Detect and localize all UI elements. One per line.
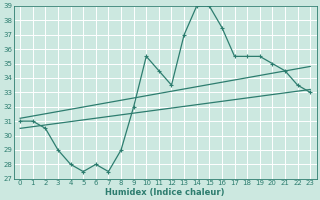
X-axis label: Humidex (Indice chaleur): Humidex (Indice chaleur) xyxy=(106,188,225,197)
